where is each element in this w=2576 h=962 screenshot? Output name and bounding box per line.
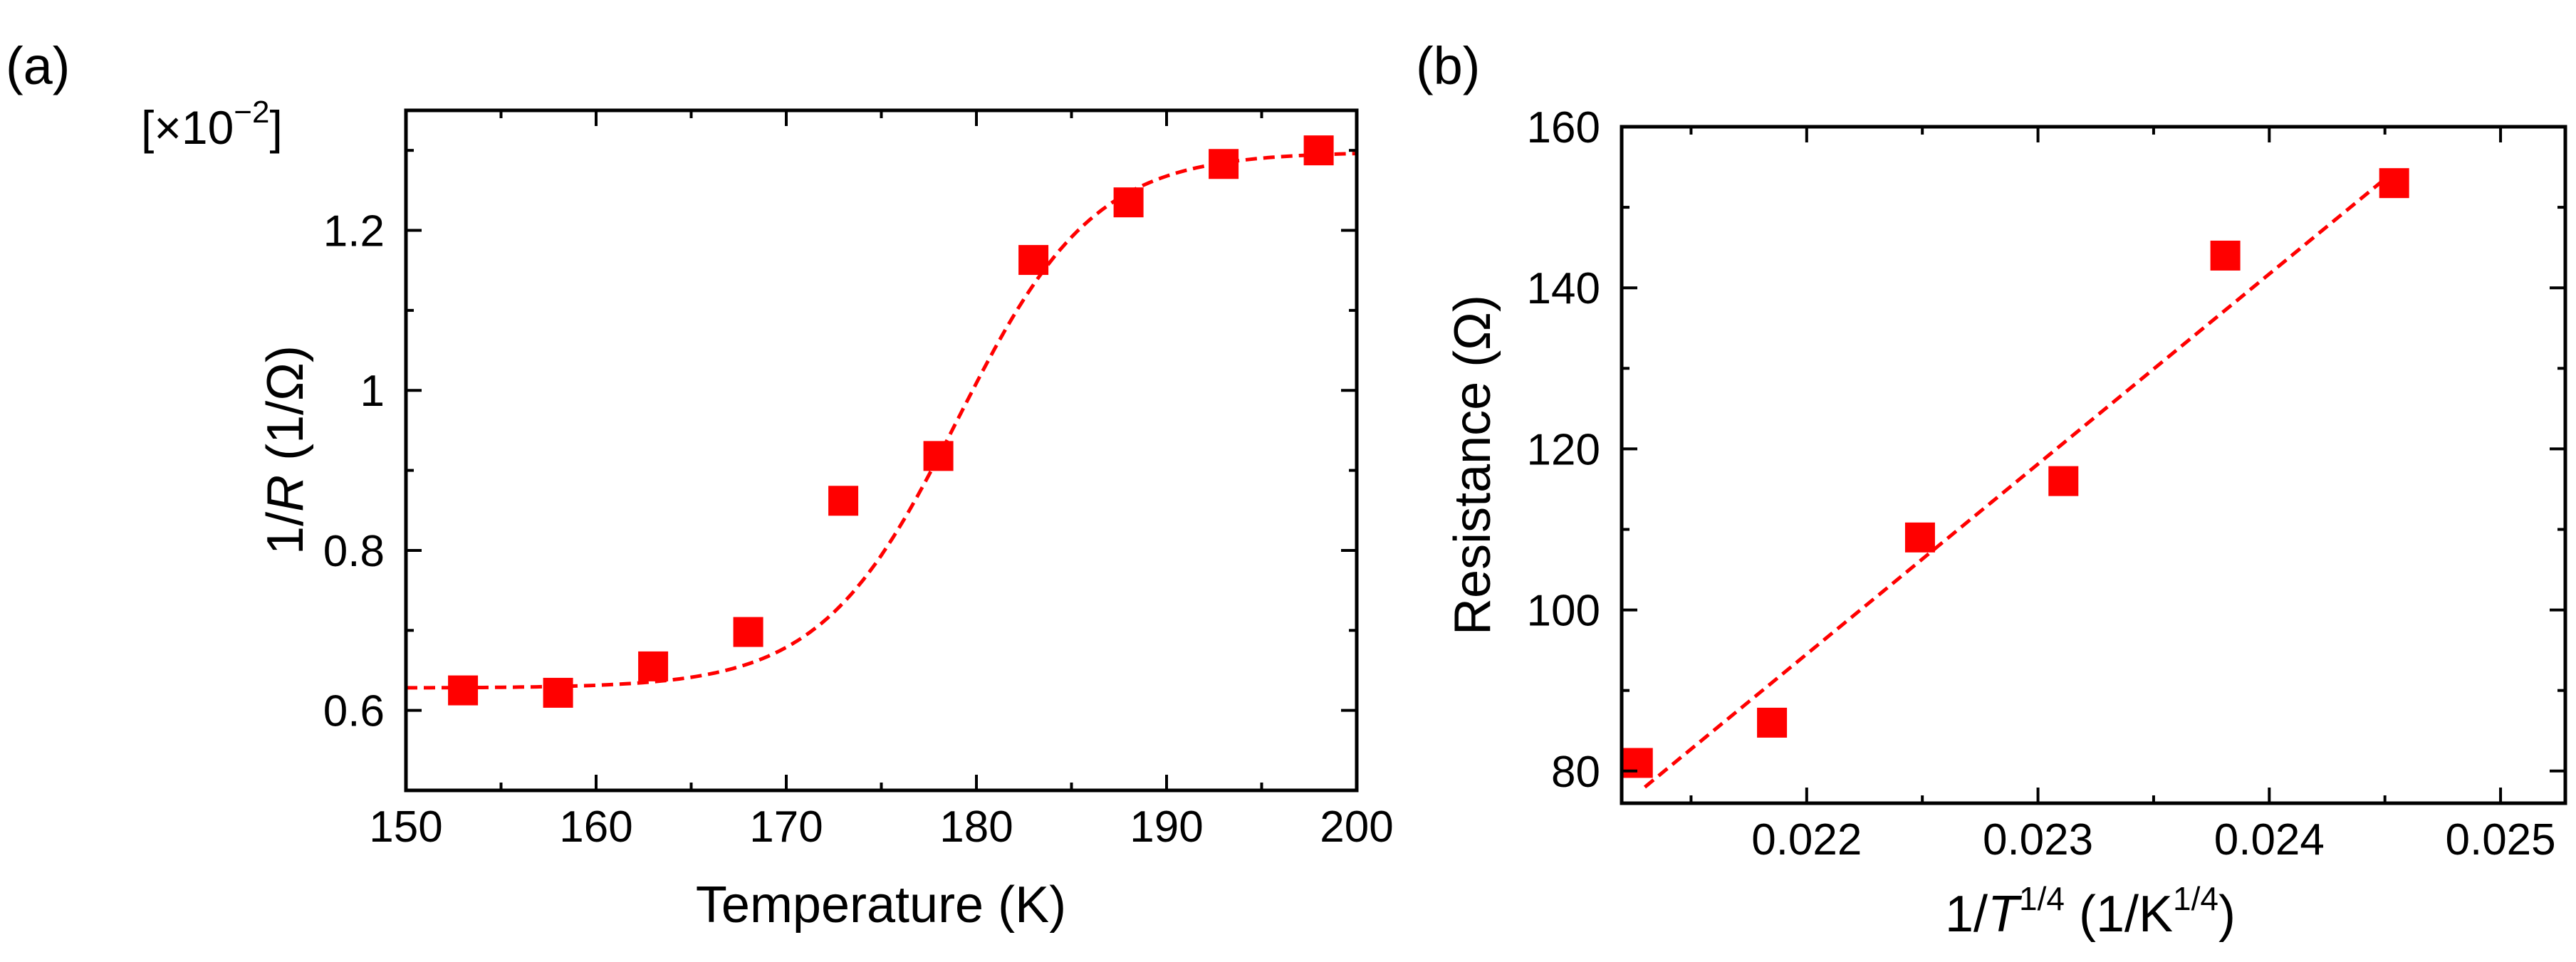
fit-line [406, 152, 1357, 690]
x-tick-label: 0.022 [1751, 815, 1862, 864]
y-tick-label: 80 [1551, 748, 1600, 797]
y-tick-label: 0.8 [323, 527, 385, 576]
data-point [1303, 135, 1334, 166]
chart-b: 0.022 0.023 0.024 0.025 80 100 120 140 160 1/T1… [1444, 103, 2567, 943]
chart-a-x-axis-label: Temperature (K) [696, 877, 1066, 934]
fit-line [1643, 173, 2391, 789]
y-tick-label: 140 [1527, 264, 1600, 313]
panel-label-a: (a) [6, 36, 70, 95]
y-tick-label: 120 [1527, 425, 1600, 474]
data-point [543, 677, 573, 708]
y-tick-label: 1.2 [323, 207, 385, 256]
data-point [2210, 240, 2241, 271]
chart-b-y-axis-label: Resistance (Ω) [1444, 295, 1501, 635]
x-tick-label: 160 [559, 802, 632, 852]
chart-a-multiplier: [×10−2] [141, 95, 283, 154]
panel-label-b: (b) [1416, 36, 1480, 95]
x-tick-label: 0.023 [1983, 815, 2093, 864]
data-point [1904, 522, 1935, 553]
y-tick-label: 1 [360, 367, 385, 416]
x-tick-label: 190 [1130, 802, 1203, 852]
chart-a: 150 160 170 180 190 200 0.6 0.8 1 1.2 [×10−2] Te… [141, 95, 1394, 934]
chart-b-y-tick-labels: 80 100 120 140 160 [1527, 103, 1600, 797]
chart-b-x-axis-label: 1/T1/4 (1/K1/4) [1945, 880, 2236, 943]
data-point [1757, 707, 1788, 738]
data-point [448, 675, 479, 706]
y-tick-label: 160 [1527, 103, 1600, 152]
data-point [1018, 245, 1049, 276]
chart-b-ticks [1622, 125, 2565, 803]
x-tick-label: 0.025 [2445, 815, 2555, 864]
chart-a-x-tick-labels: 150 160 170 180 190 200 [369, 802, 1393, 852]
data-point [828, 486, 859, 516]
y-tick-label: 100 [1527, 587, 1600, 636]
chart-a-y-tick-labels: 0.6 0.8 1 1.2 [323, 207, 385, 736]
data-point [1209, 149, 1239, 179]
chart-a-y-axis-label: 1/R (1/Ω) [257, 345, 314, 555]
chart-b-plot-frame [1620, 125, 2567, 805]
x-tick-label: 200 [1320, 802, 1393, 852]
chart-a-ticks [405, 110, 1358, 790]
chart-a-marks [406, 135, 1357, 708]
y-tick-label: 0.6 [323, 687, 385, 736]
chart-b-marks [1622, 168, 2409, 789]
x-tick-label: 0.024 [2214, 815, 2325, 864]
data-point [733, 617, 763, 647]
data-point [1622, 748, 1653, 778]
data-point [923, 441, 954, 471]
x-tick-label: 180 [939, 802, 1013, 852]
data-point [2379, 168, 2409, 199]
x-tick-label: 170 [749, 802, 823, 852]
data-point [638, 651, 669, 681]
data-point [2048, 466, 2079, 496]
data-point [1113, 187, 1144, 218]
x-tick-label: 150 [369, 802, 442, 852]
chart-b-x-tick-labels: 0.022 0.023 0.024 0.025 [1751, 815, 2555, 864]
